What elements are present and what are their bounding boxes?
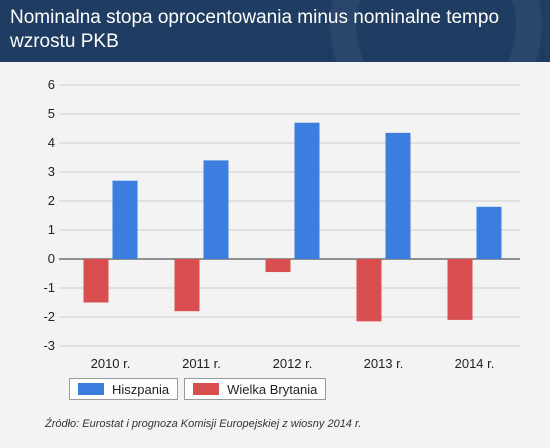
y-tick-label: 6 [48, 77, 55, 92]
x-tick-label: 2012 r. [273, 356, 313, 371]
header-decoration [330, 0, 542, 62]
bar-wielka-brytania [447, 259, 473, 320]
x-axis-labels: 2010 r. 2011 r. 2012 r. 2013 r. 2014 r. [91, 356, 495, 371]
x-tick-label: 2013 r. [364, 356, 404, 371]
y-tick-label: 3 [48, 164, 55, 179]
legend-swatch-wielka-brytania [193, 383, 220, 395]
chart-header: Nominalna stopa oprocentowania minus nom… [0, 0, 550, 62]
x-tick-label: 2010 r. [91, 356, 131, 371]
bar-hiszpania [385, 132, 411, 259]
legend-label-hiszpania: Hiszpania [112, 381, 170, 397]
y-tick-label: -3 [43, 338, 55, 353]
y-tick-label: 0 [48, 251, 55, 266]
legend-item-hiszpania: Hiszpania [69, 378, 179, 400]
source-note: Źródło: Eurostat i prognoza Komisji Euro… [45, 418, 362, 430]
legend-label-wielka-brytania: Wielka Brytania [227, 381, 318, 397]
chart-title: Nominalna stopa oprocentowania minus nom… [10, 7, 500, 52]
bar-hiszpania [294, 122, 320, 259]
legend-item-wielka-brytania: Wielka Brytania [184, 378, 327, 400]
y-tick-label: -1 [43, 280, 55, 295]
y-tick-label: 2 [48, 193, 55, 208]
bar-wielka-brytania [174, 259, 200, 312]
bar-hiszpania [203, 160, 229, 259]
bar-wielka-brytania [356, 259, 382, 322]
y-tick-label: 5 [48, 106, 55, 121]
legend-swatch-hiszpania [78, 383, 104, 395]
gridlines [59, 84, 520, 347]
y-tick-label: 1 [48, 222, 55, 237]
bar-chart: 6 5 4 3 2 1 0 -1 -2 -3 2010 r. 2011 r. 2012 r. 2013 … [43, 77, 520, 371]
bar-wielka-brytania [265, 259, 291, 273]
x-tick-label: 2011 r. [182, 356, 221, 371]
y-tick-label: 4 [48, 135, 55, 150]
bars [83, 122, 502, 322]
bar-wielka-brytania [83, 259, 109, 303]
legend: Hiszpania Wielka Brytania [69, 378, 327, 400]
y-tick-label: -2 [43, 309, 55, 324]
y-axis-ticks: 6 5 4 3 2 1 0 -1 -2 -3 [43, 77, 55, 353]
bar-hiszpania [112, 180, 138, 259]
bar-hiszpania [476, 206, 502, 259]
x-tick-label: 2014 r. [455, 356, 495, 371]
